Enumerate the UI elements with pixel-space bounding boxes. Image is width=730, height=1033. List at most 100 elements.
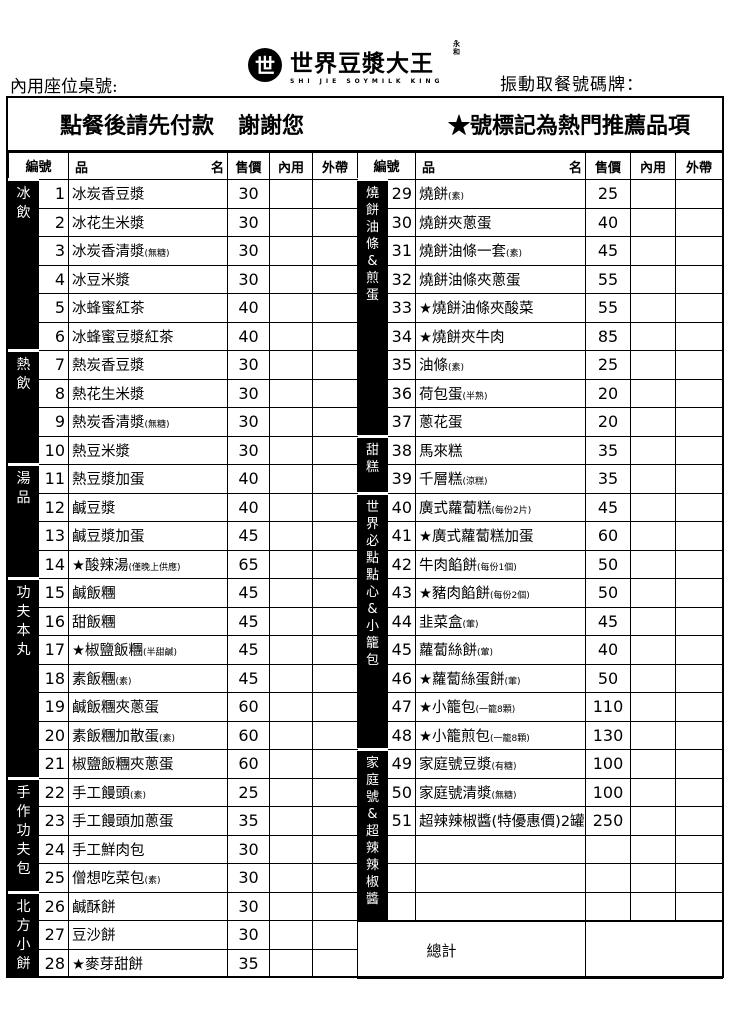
takeaway-qty-cell[interactable] bbox=[312, 920, 359, 950]
dine-in-qty-cell[interactable] bbox=[630, 521, 677, 551]
takeaway-qty-cell[interactable] bbox=[312, 464, 359, 494]
dine-in-qty-cell[interactable] bbox=[269, 806, 314, 836]
takeaway-qty-cell[interactable] bbox=[312, 549, 359, 579]
takeaway-qty-cell[interactable] bbox=[312, 692, 359, 722]
dine-in-qty-cell[interactable] bbox=[630, 606, 677, 636]
dine-in-qty-cell[interactable] bbox=[269, 749, 314, 779]
dine-in-qty-cell[interactable] bbox=[269, 492, 314, 522]
dine-in-qty-cell[interactable] bbox=[630, 464, 677, 494]
takeaway-qty-cell[interactable] bbox=[675, 720, 724, 750]
takeaway-qty-cell[interactable] bbox=[312, 492, 359, 522]
dine-in-qty-cell[interactable] bbox=[630, 350, 677, 380]
dine-in-qty-cell[interactable] bbox=[269, 293, 314, 323]
dine-in-qty-cell[interactable] bbox=[630, 777, 677, 807]
total-value-cell[interactable] bbox=[585, 920, 724, 979]
dine-in-qty-cell[interactable] bbox=[269, 692, 314, 722]
takeaway-qty-cell[interactable] bbox=[675, 492, 724, 522]
takeaway-qty-cell[interactable] bbox=[675, 350, 724, 380]
dine-in-qty-cell[interactable] bbox=[630, 179, 677, 209]
takeaway-qty-cell[interactable] bbox=[675, 606, 724, 636]
takeaway-qty-cell[interactable] bbox=[312, 606, 359, 636]
takeaway-qty-cell[interactable] bbox=[675, 806, 724, 836]
takeaway-qty-cell[interactable] bbox=[312, 834, 359, 864]
takeaway-qty-cell[interactable] bbox=[312, 948, 359, 978]
takeaway-qty-cell[interactable] bbox=[675, 834, 724, 864]
takeaway-qty-cell[interactable] bbox=[312, 350, 359, 380]
takeaway-qty-cell[interactable] bbox=[675, 378, 724, 408]
dine-in-qty-cell[interactable] bbox=[269, 521, 314, 551]
dine-in-qty-cell[interactable] bbox=[269, 236, 314, 266]
dine-in-qty-cell[interactable] bbox=[630, 891, 677, 922]
dine-in-qty-cell[interactable] bbox=[269, 549, 314, 579]
dine-in-qty-cell[interactable] bbox=[269, 321, 314, 351]
takeaway-qty-cell[interactable] bbox=[312, 264, 359, 294]
dine-in-qty-cell[interactable] bbox=[630, 207, 677, 237]
dine-in-qty-cell[interactable] bbox=[630, 549, 677, 579]
takeaway-qty-cell[interactable] bbox=[312, 806, 359, 836]
takeaway-qty-cell[interactable] bbox=[675, 179, 724, 209]
dine-in-qty-cell[interactable] bbox=[630, 720, 677, 750]
takeaway-qty-cell[interactable] bbox=[312, 635, 359, 665]
dine-in-qty-cell[interactable] bbox=[269, 777, 314, 807]
dine-in-qty-cell[interactable] bbox=[630, 663, 677, 693]
dine-in-qty-cell[interactable] bbox=[269, 207, 314, 237]
dine-in-qty-cell[interactable] bbox=[269, 435, 314, 465]
takeaway-qty-cell[interactable] bbox=[675, 293, 724, 323]
takeaway-qty-cell[interactable] bbox=[312, 663, 359, 693]
takeaway-qty-cell[interactable] bbox=[675, 692, 724, 722]
dine-in-qty-cell[interactable] bbox=[269, 834, 314, 864]
takeaway-qty-cell[interactable] bbox=[675, 236, 724, 266]
dine-in-qty-cell[interactable] bbox=[630, 264, 677, 294]
takeaway-qty-cell[interactable] bbox=[312, 378, 359, 408]
dine-in-qty-cell[interactable] bbox=[269, 407, 314, 437]
takeaway-qty-cell[interactable] bbox=[675, 663, 724, 693]
takeaway-qty-cell[interactable] bbox=[675, 863, 724, 893]
takeaway-qty-cell[interactable] bbox=[312, 236, 359, 266]
takeaway-qty-cell[interactable] bbox=[675, 635, 724, 665]
dine-in-qty-cell[interactable] bbox=[269, 920, 314, 950]
takeaway-qty-cell[interactable] bbox=[312, 777, 359, 807]
dine-in-qty-cell[interactable] bbox=[630, 692, 677, 722]
dine-in-qty-cell[interactable] bbox=[269, 378, 314, 408]
takeaway-qty-cell[interactable] bbox=[675, 891, 724, 922]
takeaway-qty-cell[interactable] bbox=[312, 207, 359, 237]
dine-in-qty-cell[interactable] bbox=[269, 635, 314, 665]
takeaway-qty-cell[interactable] bbox=[675, 777, 724, 807]
dine-in-qty-cell[interactable] bbox=[630, 435, 677, 465]
dine-in-qty-cell[interactable] bbox=[630, 492, 677, 522]
takeaway-qty-cell[interactable] bbox=[675, 407, 724, 437]
takeaway-qty-cell[interactable] bbox=[312, 720, 359, 750]
takeaway-qty-cell[interactable] bbox=[675, 264, 724, 294]
takeaway-qty-cell[interactable] bbox=[675, 207, 724, 237]
dine-in-qty-cell[interactable] bbox=[630, 863, 677, 893]
dine-in-qty-cell[interactable] bbox=[269, 179, 314, 209]
dine-in-qty-cell[interactable] bbox=[630, 578, 677, 608]
dine-in-qty-cell[interactable] bbox=[630, 806, 677, 836]
takeaway-qty-cell[interactable] bbox=[312, 321, 359, 351]
takeaway-qty-cell[interactable] bbox=[675, 464, 724, 494]
takeaway-qty-cell[interactable] bbox=[312, 578, 359, 608]
takeaway-qty-cell[interactable] bbox=[312, 293, 359, 323]
takeaway-qty-cell[interactable] bbox=[675, 521, 724, 551]
takeaway-qty-cell[interactable] bbox=[675, 549, 724, 579]
takeaway-qty-cell[interactable] bbox=[312, 407, 359, 437]
takeaway-qty-cell[interactable] bbox=[312, 749, 359, 779]
dine-in-qty-cell[interactable] bbox=[269, 663, 314, 693]
dine-in-qty-cell[interactable] bbox=[630, 293, 677, 323]
dine-in-qty-cell[interactable] bbox=[269, 891, 314, 921]
dine-in-qty-cell[interactable] bbox=[630, 635, 677, 665]
takeaway-qty-cell[interactable] bbox=[312, 863, 359, 893]
takeaway-qty-cell[interactable] bbox=[312, 891, 359, 921]
dine-in-qty-cell[interactable] bbox=[269, 720, 314, 750]
dine-in-qty-cell[interactable] bbox=[630, 834, 677, 864]
dine-in-qty-cell[interactable] bbox=[269, 464, 314, 494]
takeaway-qty-cell[interactable] bbox=[312, 435, 359, 465]
dine-in-qty-cell[interactable] bbox=[630, 236, 677, 266]
dine-in-qty-cell[interactable] bbox=[269, 606, 314, 636]
takeaway-qty-cell[interactable] bbox=[675, 749, 724, 779]
takeaway-qty-cell[interactable] bbox=[675, 321, 724, 351]
takeaway-qty-cell[interactable] bbox=[312, 179, 359, 209]
dine-in-qty-cell[interactable] bbox=[269, 350, 314, 380]
takeaway-qty-cell[interactable] bbox=[675, 435, 724, 465]
dine-in-qty-cell[interactable] bbox=[630, 321, 677, 351]
